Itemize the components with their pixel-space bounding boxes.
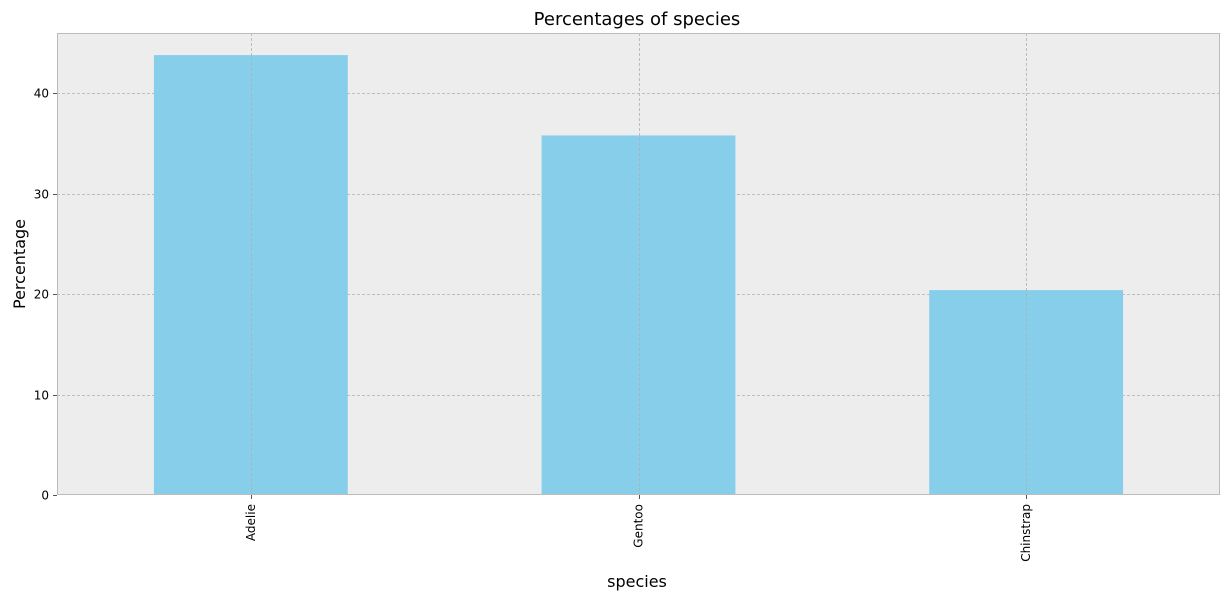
bars xyxy=(153,55,1124,496)
bar-adelie xyxy=(153,55,348,496)
x-axis-label: species xyxy=(607,572,667,591)
y-axis-ticks: 0 10 20 30 40 xyxy=(34,87,57,503)
y-tick-label: 30 xyxy=(34,188,49,202)
y-tick-label: 0 xyxy=(41,489,49,503)
x-tick-label: Adelie xyxy=(244,504,258,541)
x-axis-ticks: Adelie Gentoo Chinstrap xyxy=(244,495,1033,562)
x-grid-lines xyxy=(251,33,1027,495)
x-tick-label: Gentoo xyxy=(632,504,646,548)
bar-gentoo xyxy=(541,135,736,495)
x-tick-label: Chinstrap xyxy=(1019,504,1033,562)
plot-frame xyxy=(57,33,1220,495)
y-tick-label: 10 xyxy=(34,389,49,403)
y-tick-label: 20 xyxy=(34,288,49,302)
y-tick-label: 40 xyxy=(34,87,49,101)
y-axis-label: Percentage xyxy=(10,219,29,309)
chart-title: Percentages of species xyxy=(534,9,741,30)
